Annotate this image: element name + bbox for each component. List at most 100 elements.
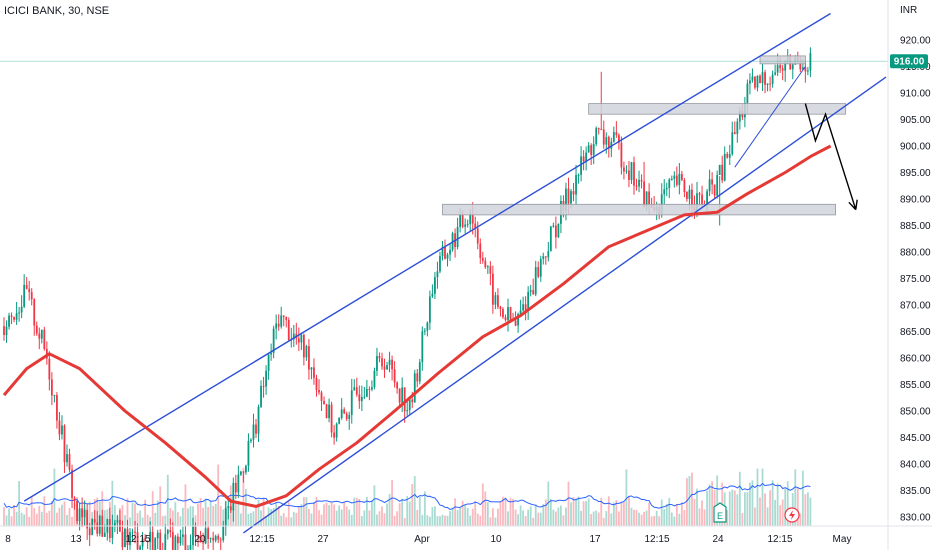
volume-bar	[446, 515, 449, 526]
candle-body	[348, 414, 351, 419]
candle-body	[202, 542, 204, 544]
volume-bar	[212, 506, 215, 526]
candle-body	[335, 423, 338, 438]
volume-bar	[522, 510, 525, 526]
volume-bar	[40, 511, 43, 526]
candle-body	[50, 379, 53, 396]
candle-body	[78, 508, 81, 522]
volume-bar	[587, 498, 590, 526]
candle-body	[474, 223, 477, 229]
volume-bar	[628, 496, 630, 526]
volume-bar	[207, 507, 210, 526]
volume-bar	[73, 503, 76, 526]
candle-body	[749, 80, 751, 84]
candle-body	[756, 75, 759, 88]
candle-body	[174, 536, 177, 550]
candle-body	[585, 152, 588, 162]
volume-bar	[595, 510, 598, 526]
volume-bar	[310, 513, 313, 526]
candle-body	[330, 404, 333, 433]
candle-body	[502, 309, 504, 318]
candle-body	[723, 153, 726, 181]
candle-body	[8, 315, 10, 327]
candle-body	[567, 188, 570, 204]
candle-body	[779, 65, 782, 69]
candle-body	[507, 307, 509, 321]
volume-bar	[668, 497, 671, 526]
candle-body	[73, 497, 76, 501]
candle-body	[164, 533, 167, 550]
candle-body	[338, 418, 341, 424]
volume-bar	[640, 514, 643, 526]
candle-body	[449, 249, 451, 255]
candle-body	[640, 179, 643, 182]
candle-body	[544, 256, 547, 258]
volume-bar	[471, 508, 474, 526]
volume-bar	[403, 517, 406, 526]
volume-bar	[696, 488, 698, 526]
candle-body	[398, 388, 401, 403]
candle-body	[696, 193, 698, 212]
y-tick-label: 900.00	[900, 142, 931, 153]
candle-body	[711, 179, 714, 185]
candle-body	[214, 535, 217, 541]
volume-bar	[643, 511, 645, 526]
candle-body	[189, 545, 192, 550]
candle-body	[635, 185, 638, 187]
candle-body	[764, 72, 766, 85]
volume-bar	[552, 509, 555, 526]
candle-body	[716, 174, 719, 196]
volume-bar	[537, 512, 540, 526]
candle-body	[605, 136, 608, 145]
candle-body	[207, 528, 210, 539]
volume-bar	[38, 505, 41, 526]
volume-bar	[68, 508, 71, 526]
volume-bar	[134, 503, 136, 526]
candle-body	[423, 330, 426, 332]
candle-body	[532, 290, 535, 295]
volume-bar	[809, 497, 812, 526]
volume-bar	[194, 515, 197, 526]
volume-bar	[436, 516, 439, 526]
candle-body	[353, 387, 356, 391]
volume-bar	[35, 513, 38, 526]
candle-body	[733, 132, 736, 134]
volume-bar	[8, 508, 10, 526]
symbol-title[interactable]: ICICI BANK, 30, NSE	[4, 5, 110, 17]
volume-bar	[166, 474, 169, 526]
volume-bar	[182, 507, 184, 526]
candle-body	[497, 295, 499, 307]
volume-bar	[524, 515, 527, 526]
candle-body	[245, 465, 247, 473]
candle-body	[766, 83, 769, 85]
volume-bar	[43, 496, 46, 526]
volume-bar	[630, 507, 633, 526]
candle-body	[774, 72, 777, 75]
candle-body	[391, 359, 393, 370]
candle-body	[771, 74, 774, 84]
volume-bar	[267, 507, 270, 526]
volume-bar	[670, 512, 673, 526]
candle-body	[428, 296, 431, 323]
volume-bar	[726, 509, 729, 526]
volume-bar	[391, 480, 393, 526]
candle-body	[413, 373, 416, 403]
candle-body	[252, 424, 255, 440]
volume-bar	[665, 504, 668, 526]
volume-bar	[174, 502, 177, 526]
volume-bar	[560, 505, 562, 526]
candle-body	[280, 315, 283, 327]
volume-bar	[164, 515, 167, 526]
volume-bar	[53, 468, 56, 526]
volume-layer	[3, 464, 812, 526]
volume-bar	[58, 507, 61, 526]
volume-bar	[335, 510, 338, 526]
candle-body	[61, 425, 63, 435]
volume-bar	[33, 508, 36, 526]
candle-body	[754, 76, 756, 88]
volume-bar	[754, 507, 756, 526]
y-tick-label: 920.00	[900, 36, 931, 47]
candle-body	[570, 191, 572, 204]
candle-body	[277, 323, 280, 327]
